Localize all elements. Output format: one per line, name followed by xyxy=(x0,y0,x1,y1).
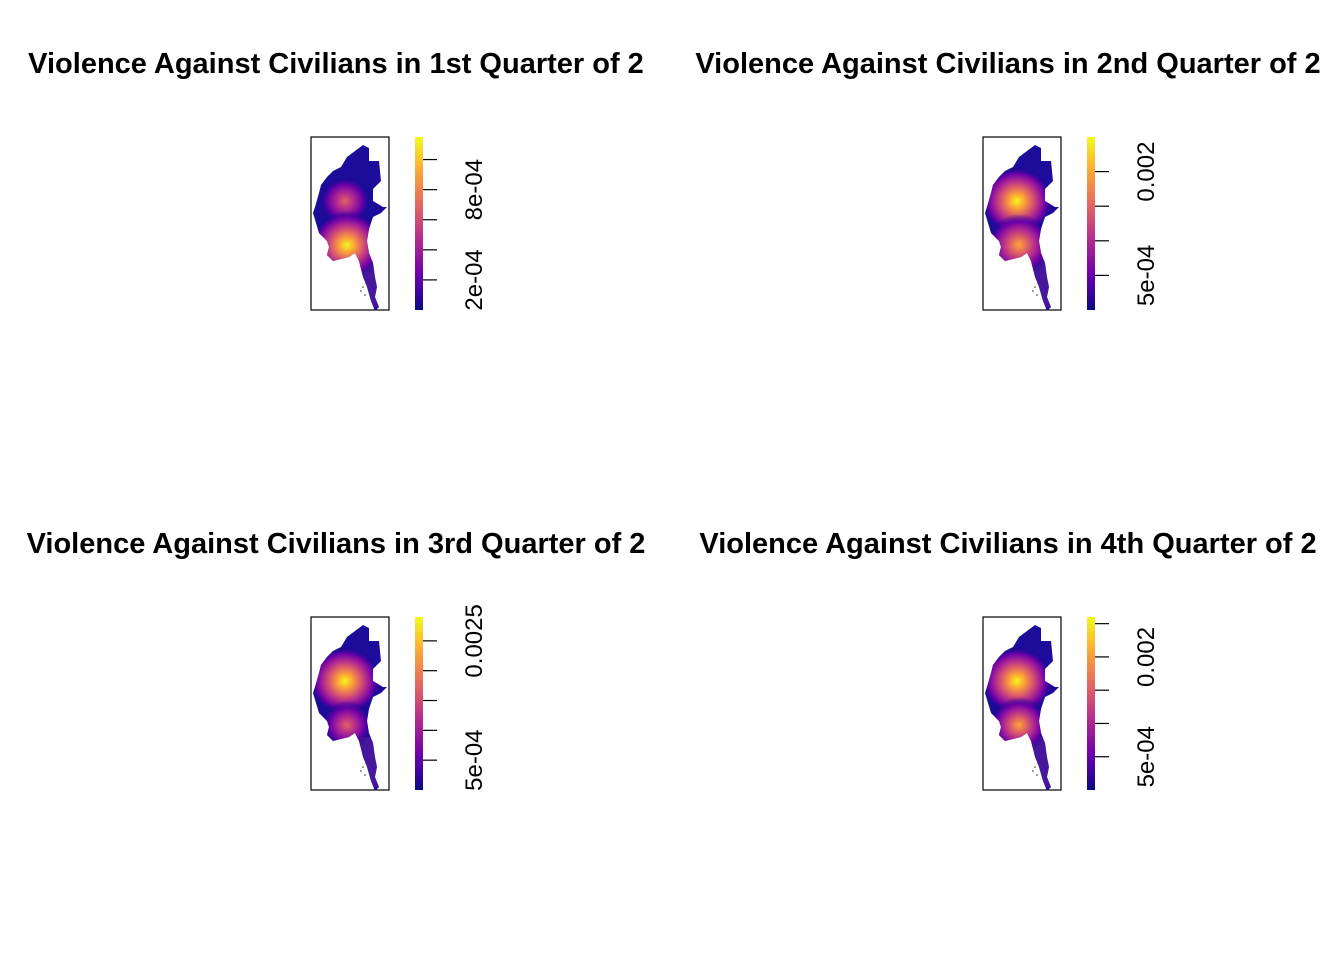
legend-tick-label: 0.002 xyxy=(1133,627,1160,687)
legend-tick-label: 5e-04 xyxy=(461,729,488,790)
island-dot xyxy=(1036,294,1038,296)
island-dot xyxy=(1032,770,1034,772)
panel-q2: Violence Against Civilians in 2nd Quarte… xyxy=(672,0,1344,480)
legend-tick-label: 5e-04 xyxy=(1133,245,1160,306)
island-dot xyxy=(1034,766,1036,768)
island-dot xyxy=(362,766,364,768)
panel-q4: Violence Against Civilians in 4th Quarte… xyxy=(672,480,1344,960)
island-dot xyxy=(364,294,366,296)
chart-title: Violence Against Civilians in 3rd Quarte… xyxy=(26,528,646,560)
map-plot: 5e-04 0.002 xyxy=(982,136,1160,311)
island-dot xyxy=(1032,290,1034,292)
island-dot xyxy=(1034,286,1036,288)
legend-tick-label: 8e-04 xyxy=(461,159,488,220)
island-dot xyxy=(360,770,362,772)
legend-bar xyxy=(1087,617,1095,790)
chart-title: Violence Against Civilians in 2nd Quarte… xyxy=(695,48,1321,80)
island-dot xyxy=(1036,774,1038,776)
panel-q1: Violence Against Civilians in 1st Quarte… xyxy=(0,0,672,480)
panel-q3: Violence Against Civilians in 3rd Quarte… xyxy=(0,480,672,960)
hotspot-central xyxy=(985,646,1053,716)
map-plot: 2e-04 8e-04 xyxy=(310,136,488,311)
hotspot-south-central xyxy=(320,700,374,750)
hotspot-central xyxy=(313,646,381,716)
legend-tick-label: 2e-04 xyxy=(461,249,488,310)
legend-bar xyxy=(1087,137,1095,310)
map-plot: 5e-04 0.002 xyxy=(982,616,1160,791)
legend-bar xyxy=(415,137,423,310)
island-dot xyxy=(362,286,364,288)
map-plot: 5e-04 0.0025 xyxy=(310,604,488,791)
legend-bar xyxy=(415,617,423,790)
legend-tick-label: 0.002 xyxy=(1133,142,1160,202)
chart-title: Violence Against Civilians in 1st Quarte… xyxy=(28,48,644,80)
legend-tick-label: 5e-04 xyxy=(1133,726,1160,787)
legend-tick-label: 0.0025 xyxy=(461,604,488,677)
hotspot-south-central xyxy=(989,697,1049,753)
island-dot xyxy=(364,774,366,776)
island-dot xyxy=(360,290,362,292)
chart-title: Violence Against Civilians in 4th Quarte… xyxy=(699,528,1317,560)
